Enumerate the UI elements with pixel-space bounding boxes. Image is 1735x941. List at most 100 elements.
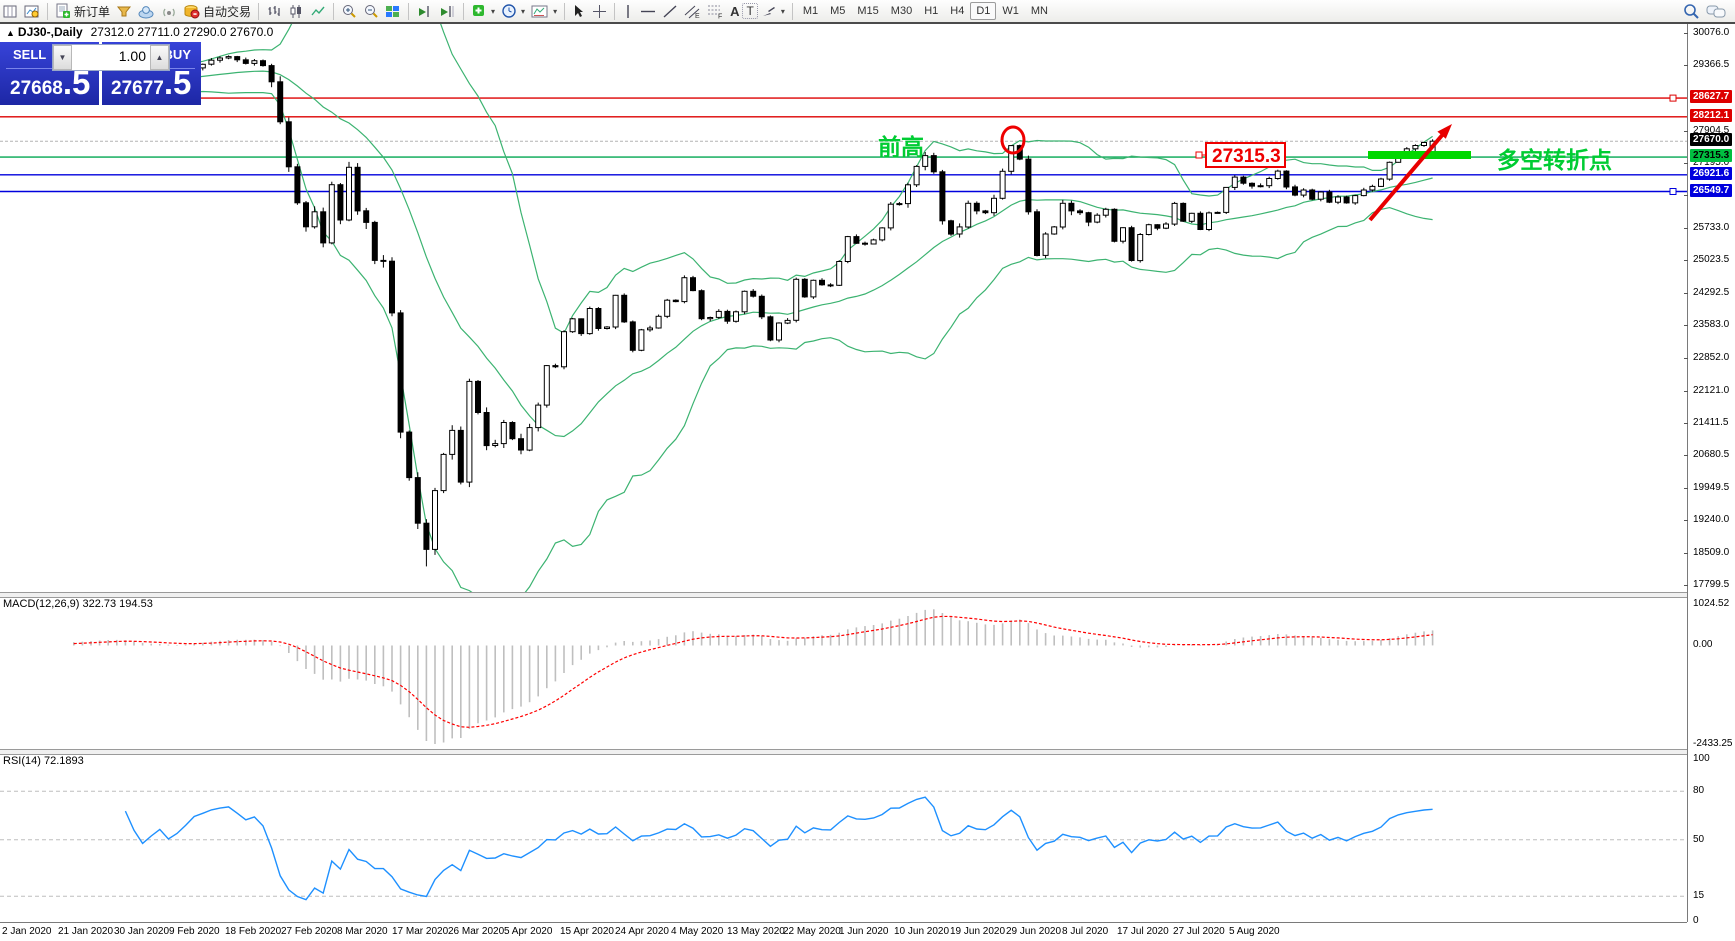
vertical-line-tool-icon[interactable]: [619, 3, 637, 20]
turning-point-annotation[interactable]: 多空转折点: [1497, 147, 1612, 173]
axis-price-chip: 27315.3: [1690, 149, 1733, 162]
price-level-box-annotation[interactable]: [1205, 142, 1286, 168]
price-box-anchor: [1195, 151, 1203, 159]
tab-timeframe-h4[interactable]: H4: [950, 5, 965, 17]
axis-tick-label: 22121.0: [1693, 385, 1730, 396]
vps-icon[interactable]: [135, 3, 158, 20]
candlestick-type-icon[interactable]: [285, 3, 307, 20]
zoom-out-icon[interactable]: [360, 2, 382, 20]
tab-timeframe-m15[interactable]: M15: [857, 5, 879, 17]
crosshair-tool-icon[interactable]: [589, 3, 610, 20]
date-label: 29 Jun 2020: [1006, 926, 1062, 937]
macd-svg[interactable]: [0, 596, 1687, 749]
cursor-tool-icon[interactable]: [569, 3, 589, 20]
hline-marker[interactable]: [1669, 94, 1677, 102]
tab-timeframe-m1[interactable]: M1: [802, 5, 819, 17]
one-click-trade-panel: SELL 27668.5 BUY 27677.5 ▼ 1.00 ▲: [0, 42, 201, 105]
price-axis: 30076.029366.527904.527195.026484.025733…: [1684, 22, 1735, 926]
axis-tick: [1684, 488, 1688, 489]
search-icon[interactable]: [1679, 2, 1703, 21]
hline-marker[interactable]: [1669, 188, 1677, 195]
axis-tick-label: 30076.0: [1693, 27, 1730, 38]
macd-signal-line: [73, 615, 1433, 728]
new-chart-icon[interactable]: [21, 3, 43, 20]
text-tool-icon[interactable]: A: [727, 3, 742, 20]
axis-tick-label: 25733.0: [1693, 222, 1730, 233]
tab-timeframe-w1[interactable]: W1: [1002, 5, 1019, 17]
templates-button[interactable]: ▾: [528, 3, 560, 20]
autotrading-button[interactable]: 自动交易: [180, 2, 254, 21]
label-tool-icon[interactable]: T: [742, 3, 758, 19]
charts-window-icon[interactable]: [0, 3, 21, 20]
tab-timeframe-mn[interactable]: MN: [1030, 5, 1048, 17]
chart-title: ▲ DJ30-,Daily 27312.0 27711.0 27290.0 2767…: [6, 25, 273, 39]
fibonacci-tool-icon[interactable]: F: [704, 2, 727, 20]
trendline-tool-icon[interactable]: [659, 3, 681, 20]
axis-tick: [1684, 553, 1688, 554]
periods-caret-icon: ▾: [521, 6, 526, 16]
volume-spinner: ▼ 1.00 ▲: [52, 44, 170, 71]
arrows-tool-icon[interactable]: ▾: [758, 3, 788, 20]
date-label: 21 Jan 2020: [58, 926, 114, 937]
zoom-in-icon[interactable]: [338, 2, 360, 20]
date-label: 10 Jun 2020: [894, 926, 950, 937]
channel-tool-icon[interactable]: E: [681, 2, 704, 20]
rsi-svg[interactable]: [0, 753, 1687, 922]
axis-tick-label: 25023.5: [1693, 254, 1730, 265]
indicators-caret-icon: ▾: [491, 6, 496, 16]
sell-button[interactable]: SELL: [13, 47, 47, 62]
date-label: 27 Feb 2020: [281, 926, 338, 937]
axis-price-chip: 28627.7: [1690, 90, 1733, 103]
axis-tick: [1684, 260, 1688, 261]
line-chart-type-icon[interactable]: [307, 3, 329, 20]
support-bar-annotation[interactable]: [1368, 151, 1471, 159]
depth-of-market-icon[interactable]: [113, 3, 135, 20]
tab-timeframe-d1[interactable]: D1: [970, 2, 997, 20]
text-tool-label: A: [730, 3, 740, 19]
main-chart-svg[interactable]: 前高 多空转折点 27315.3: [0, 22, 1687, 592]
templates-caret-icon: ▾: [553, 6, 558, 16]
panel-splitter-2[interactable]: [0, 749, 1687, 755]
periods-button[interactable]: ▾: [498, 2, 528, 20]
volume-value[interactable]: 1.00: [118, 48, 146, 64]
highlight-circle-annotation[interactable]: [1000, 125, 1026, 155]
date-label: 4 May 2020: [671, 926, 724, 937]
rsi-axis-label: 100: [1693, 753, 1710, 764]
axis-tick: [1684, 455, 1688, 456]
macd-axis-label: 1024.52: [1693, 598, 1730, 609]
axis-tick: [1684, 33, 1688, 34]
volume-decrease-button[interactable]: ▼: [53, 45, 72, 70]
axis-price-chip: 26549.7: [1690, 184, 1733, 197]
bollinger-upper: [168, 22, 1433, 335]
tab-timeframe-m5[interactable]: M5: [830, 5, 846, 17]
axis-tick-label: 19949.5: [1693, 482, 1730, 493]
date-label: 26 Mar 2020: [448, 926, 505, 937]
horizontal-line-tool-icon[interactable]: [637, 3, 659, 20]
chat-icon[interactable]: [1703, 2, 1729, 21]
volume-increase-button[interactable]: ▲: [150, 45, 169, 70]
tab-timeframe-h1[interactable]: H1: [924, 5, 939, 17]
date-label: 5 Apr 2020: [504, 926, 553, 937]
axis-tick: [1684, 520, 1688, 521]
rsi-axis-label: 80: [1693, 785, 1705, 796]
trend-arrow-annotation[interactable]: [1368, 131, 1446, 222]
rsi-label: RSI(14) 72.1893: [3, 755, 84, 767]
date-label: 22 May 2020: [783, 926, 841, 937]
collapse-triangle-icon[interactable]: ▲: [6, 28, 15, 38]
panel-splitter-1[interactable]: [0, 592, 1687, 598]
axis-tick-label: 27904.5: [1693, 125, 1730, 136]
macd-label: MACD(12,26,9) 322.73 194.53: [3, 598, 153, 610]
tab-timeframe-m30[interactable]: M30: [890, 5, 913, 17]
fibo-sub-label: F: [718, 14, 722, 20]
prev-high-annotation[interactable]: 前高: [878, 134, 924, 160]
auto-scroll-icon[interactable]: [413, 3, 436, 20]
indicators-add-button[interactable]: ▾: [468, 2, 498, 20]
buy-button[interactable]: BUY: [163, 47, 191, 62]
tile-windows-icon[interactable]: [382, 3, 404, 20]
date-label: 9 Feb 2020: [169, 926, 220, 937]
axis-tick: [1684, 228, 1688, 229]
bar-chart-type-icon[interactable]: [263, 3, 285, 20]
signals-icon[interactable]: [158, 3, 180, 20]
new-order-button[interactable]: 新订单: [52, 2, 113, 21]
chart-shift-icon[interactable]: [436, 3, 459, 20]
